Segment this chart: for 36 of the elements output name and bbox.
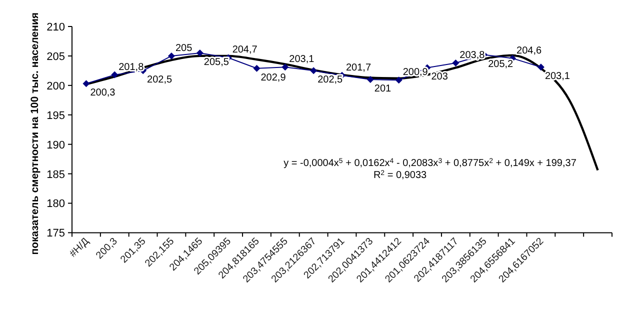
data-label: 201,8 [118,62,144,73]
data-label: 205,2 [488,58,514,70]
point [111,71,118,78]
point [310,67,318,74]
data-label: 202,5 [318,74,344,86]
y-tick-label: 185 [46,168,65,181]
data-label: 203,1 [289,54,315,66]
data-label: 200,3 [90,88,116,99]
y-tick-label: 175 [46,228,65,240]
text: y = -0,0004x$^{5}$ + 0,0162x$^{4}$ - 0,2083x$^{3}$ + 0,8775x$^{2}$ + 0,149x + 199,37 [284,158,576,169]
y-tick-label: 180 [46,198,65,210]
y-axis-title: показатель смертности на 100 тыс. населения [29,12,41,255]
y-tick-label: 190 [46,139,65,152]
point [196,50,204,57]
point [395,76,402,84]
y-tick-label: 210 [46,22,65,34]
data-label: 205 [175,42,193,54]
point [282,64,289,71]
data-label: 203 [431,72,448,83]
data-label: 205,5 [204,57,230,68]
data-label: 204,7 [232,44,258,56]
y-tick-label: 200 [46,80,65,92]
point [452,60,460,67]
y-tick-label: 205 [46,50,65,63]
annotation: R$^{2}$ = 0,9033 [373,170,427,181]
data-label: 201,7 [346,62,372,74]
point [82,80,90,88]
data-label: 204,6 [516,45,542,56]
data-label: 201 [374,84,392,95]
data-label: 202,9 [260,72,286,84]
y-tick-label: 195 [46,110,65,122]
data-label: 202,5 [147,74,173,86]
point [537,64,544,71]
point [366,76,374,84]
point [168,52,175,60]
point [253,64,260,72]
